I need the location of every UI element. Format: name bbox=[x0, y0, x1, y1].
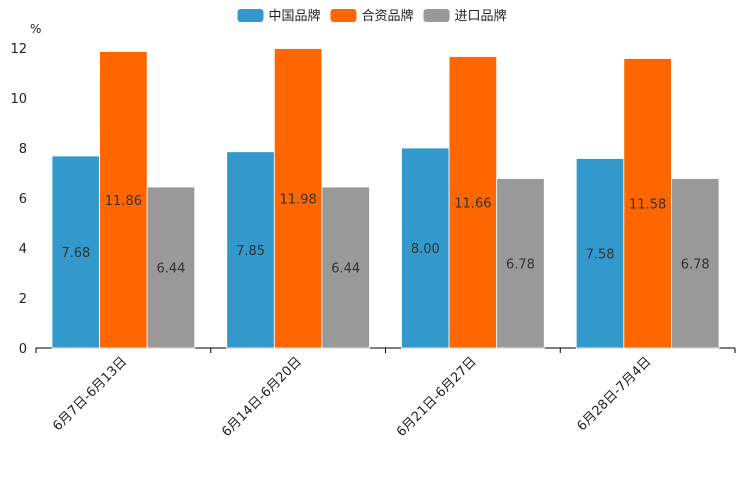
data-label: 6.44 bbox=[331, 262, 360, 277]
legend-swatch bbox=[330, 9, 357, 22]
y-tick-label: 6 bbox=[19, 192, 27, 207]
x-axis: 6月7日-6月13日 6月14日-6月20日 6月21日-6月27日 6月28日-7月… bbox=[35, 347, 736, 440]
data-label: 7.58 bbox=[586, 247, 615, 262]
bar-3-1[interactable] bbox=[146, 186, 196, 349]
data-label: 11.98 bbox=[280, 192, 317, 207]
x-category-label: 6月21日-6月27日 bbox=[394, 354, 480, 440]
bar-2-2[interactable] bbox=[273, 48, 323, 349]
legend-swatch bbox=[237, 9, 264, 22]
y-tick-label: 0 bbox=[19, 342, 27, 357]
y-axis: 0 2 4 6 8 10 12 bbox=[10, 42, 27, 357]
legend-item[interactable]: 合资品牌 bbox=[330, 8, 414, 24]
data-label: 11.86 bbox=[105, 194, 142, 209]
data-label: 7.85 bbox=[236, 244, 265, 259]
legend-swatch bbox=[423, 9, 450, 22]
data-label: 11.58 bbox=[629, 197, 666, 212]
legend-item[interactable]: 中国品牌 bbox=[237, 8, 320, 24]
bar-3-4[interactable] bbox=[671, 178, 720, 349]
bar-1-4[interactable] bbox=[575, 158, 625, 349]
data-label: 6.44 bbox=[156, 262, 185, 277]
x-category-label: 6月28日-7月4日 bbox=[575, 354, 655, 434]
legend-item[interactable]: 进口品牌 bbox=[423, 8, 507, 24]
legend-label: 合资品牌 bbox=[361, 8, 413, 24]
y-tick-label: 4 bbox=[19, 242, 27, 257]
bar-3-3[interactable] bbox=[496, 178, 545, 349]
x-category-label: 6月7日-6月13日 bbox=[50, 354, 130, 434]
legend-label: 进口品牌 bbox=[455, 8, 507, 24]
data-label: 8.00 bbox=[411, 242, 440, 257]
x-category-label: 6月14日-6月20日 bbox=[219, 354, 305, 440]
data-label: 11.66 bbox=[454, 196, 491, 211]
legend-label: 中国品牌 bbox=[268, 8, 320, 24]
legend: 中国品牌 合资品牌 进口品牌 bbox=[237, 8, 507, 24]
y-tick-label: 8 bbox=[19, 142, 27, 157]
data-label: 6.78 bbox=[506, 257, 535, 272]
y-tick-label: 10 bbox=[10, 92, 27, 107]
bar-2-3[interactable] bbox=[448, 56, 498, 349]
bars bbox=[51, 48, 720, 349]
bar-2-1[interactable] bbox=[99, 51, 148, 349]
bar-2-4[interactable] bbox=[623, 58, 672, 349]
data-label: 7.68 bbox=[61, 246, 90, 261]
data-labels: 7.68 7.85 8.00 7.58 11.86 11.98 11.66 11.58 6.44… bbox=[61, 192, 709, 276]
data-label: 6.78 bbox=[681, 257, 710, 272]
y-tick-label: 2 bbox=[19, 292, 27, 307]
bar-1-1[interactable] bbox=[51, 155, 100, 349]
bar-3-2[interactable] bbox=[321, 186, 370, 349]
y-tick-label: 12 bbox=[10, 42, 27, 57]
y-axis-unit-label: % bbox=[30, 22, 41, 36]
